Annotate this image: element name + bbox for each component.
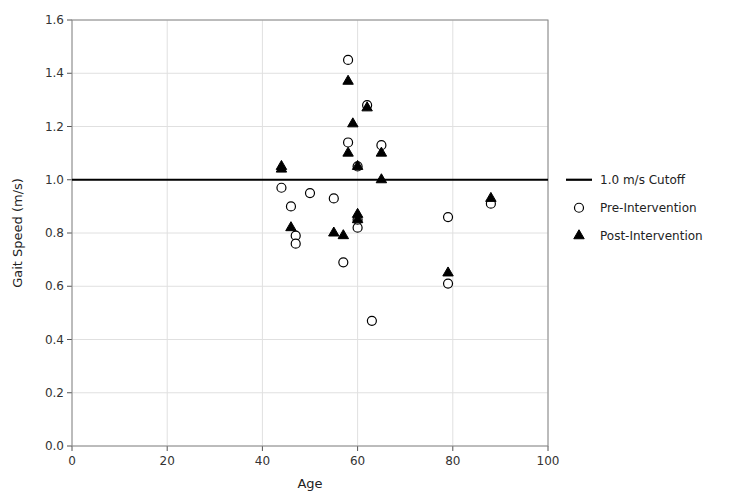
point xyxy=(344,138,353,147)
tick-label: 0.6 xyxy=(45,279,64,293)
point xyxy=(343,147,353,156)
series xyxy=(277,55,495,325)
point xyxy=(339,258,348,267)
point xyxy=(362,102,372,111)
tick-label: 1.0 xyxy=(45,173,64,187)
tick-label: 0 xyxy=(68,454,76,468)
annotation-label: 1.0 m/s Cutoff xyxy=(600,173,686,187)
point xyxy=(443,267,453,276)
cutoff-line xyxy=(72,179,548,181)
tick-label: 0.4 xyxy=(45,333,64,347)
tick-label: 100 xyxy=(537,454,560,468)
point xyxy=(376,147,386,156)
tick xyxy=(67,286,72,287)
legend-swatch xyxy=(575,203,584,212)
tick xyxy=(262,446,263,451)
plot-area xyxy=(72,55,548,325)
point xyxy=(367,316,376,325)
tick-label: 40 xyxy=(255,454,270,468)
grid-line xyxy=(72,339,548,340)
tick xyxy=(67,339,72,340)
grid-line xyxy=(72,179,548,180)
tick-label: 20 xyxy=(160,454,175,468)
plot-frame xyxy=(72,20,548,446)
tick-label: 60 xyxy=(350,454,365,468)
chart: 0 20 40 60 80 100 0.0 0.2 0.4 0.6 0.8 1.0 1.2 1.4 1.6 A… xyxy=(0,0,743,501)
point xyxy=(286,202,295,211)
grid xyxy=(72,20,548,446)
point xyxy=(277,183,286,192)
tick-label: 0.8 xyxy=(45,226,64,240)
x-axis-label: Age xyxy=(297,476,322,491)
point xyxy=(352,214,362,223)
tick xyxy=(167,446,168,451)
point xyxy=(352,160,362,169)
tick-label: 1.4 xyxy=(45,66,64,80)
tick-label: 0.0 xyxy=(45,439,64,453)
tick xyxy=(357,446,358,451)
point xyxy=(291,239,300,248)
tick xyxy=(548,446,549,451)
tick xyxy=(67,392,72,393)
point xyxy=(444,213,453,222)
legend-swatch xyxy=(566,179,592,181)
grid-line xyxy=(72,73,548,74)
point xyxy=(343,75,353,84)
point xyxy=(376,174,386,183)
point xyxy=(344,55,353,64)
tick-label: 1.2 xyxy=(45,120,64,134)
legend-entry: Pre-Intervention xyxy=(600,201,697,215)
tick xyxy=(452,446,453,451)
grid-line xyxy=(72,392,548,393)
point xyxy=(329,194,338,203)
series xyxy=(276,75,496,276)
point xyxy=(444,279,453,288)
tick xyxy=(72,446,73,451)
grid-line xyxy=(72,233,548,234)
point xyxy=(286,222,296,231)
point xyxy=(348,118,358,127)
tick-label: 80 xyxy=(445,454,460,468)
point xyxy=(276,160,286,169)
tick-label: 0.2 xyxy=(45,386,64,400)
grid-line xyxy=(72,126,548,127)
point xyxy=(486,192,496,201)
y-axis-label: Gait Speed (m/s) xyxy=(10,178,25,288)
legend-swatch xyxy=(574,230,584,239)
legend-entry: Post-Intervention xyxy=(600,229,703,243)
point xyxy=(306,189,315,198)
tick xyxy=(67,126,72,127)
point xyxy=(338,230,348,239)
tick-label: 1.6 xyxy=(45,13,64,27)
legend: 1.0 m/s Cutoff Pre-Intervention Post-Inter… xyxy=(566,173,703,243)
tick xyxy=(67,179,72,180)
grid-line xyxy=(72,286,548,287)
axes: 0 20 40 60 80 100 0.0 0.2 0.4 0.6 0.8 1.0 1.2 1.4 1.6 xyxy=(45,13,560,468)
tick xyxy=(67,20,72,21)
tick xyxy=(67,233,72,234)
tick xyxy=(67,73,72,74)
tick xyxy=(67,446,72,447)
point xyxy=(329,227,339,236)
